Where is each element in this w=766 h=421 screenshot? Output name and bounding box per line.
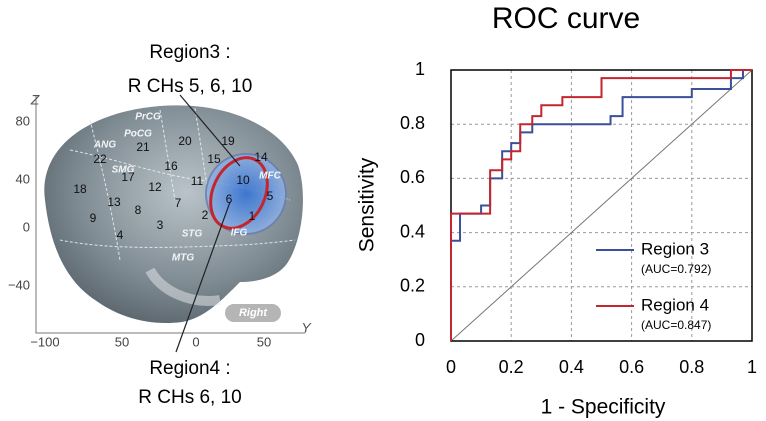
x-tick-label: 0.6 — [619, 357, 644, 377]
z-tick-label: 80 — [16, 113, 30, 128]
y-axis-label: Sensitivity — [356, 157, 379, 252]
x-tick-label: 0.2 — [499, 357, 524, 377]
region3-pointer — [179, 94, 241, 167]
legend-label: Region 4 — [641, 295, 709, 314]
channel-label: 20 — [178, 134, 192, 148]
y-tick-label: −100 — [30, 334, 59, 349]
channel-label: 9 — [90, 211, 97, 225]
view-badge — [225, 304, 281, 322]
y-axis-label: Y — [301, 320, 312, 336]
y-tick-label: 1 — [415, 59, 425, 79]
y-tick-label: 0.2 — [400, 276, 425, 296]
chart-title: ROC curve — [492, 2, 640, 35]
channel-label: 12 — [148, 180, 162, 194]
y-tick-label: 50 — [115, 334, 129, 349]
z-tick-label: 0 — [23, 219, 30, 234]
y-tick-label: 50 — [257, 334, 271, 349]
x-tick-label: 0.8 — [679, 357, 704, 377]
x-axis-label: 1 - Specificity — [541, 396, 666, 419]
x-tick-label: 1 — [747, 357, 757, 377]
channel-label: 2 — [202, 208, 209, 222]
channel-label: 15 — [207, 152, 221, 166]
region3-title: Region3 : — [149, 42, 230, 63]
brain-shade — [145, 267, 221, 306]
channel-label: 17 — [121, 170, 135, 184]
region4-title: Region4 : — [149, 358, 230, 379]
area-label: PrCG — [135, 112, 161, 123]
region4-channels: R CHs 6, 10 — [138, 387, 241, 408]
brain-labels: 80 40 0 −40 −100 50 0 50 PrCG PoCG ANG SMG MFC STG IFG… — [8, 112, 282, 350]
chance-line — [450, 69, 753, 342]
x-tick-label: 0 — [446, 357, 456, 377]
area-label: PoCG — [124, 129, 152, 140]
y-tick-label: 0.8 — [400, 113, 425, 133]
brain-panel: Right Z Y Region3 : R CHs 5, 6, 10 Regio… — [30, 42, 313, 408]
channel-label: 22 — [93, 152, 107, 166]
roc-plot: 0 0.2 0.4 0.6 0.8 1 0 0.2 0.4 0.6 0.8 1 Region 3 (AUC… — [400, 59, 757, 377]
view-label: Right — [239, 307, 268, 319]
area-label: MFC — [259, 171, 281, 182]
y-tick-label: 0.4 — [400, 221, 425, 241]
region3-channels: R CHs 5, 6, 10 — [128, 76, 253, 97]
region4-pointer — [175, 201, 231, 353]
legend-note: (AUC=0.792) — [641, 262, 711, 276]
legend-note: (AUC=0.847) — [641, 318, 711, 332]
y-tick-label: 0.6 — [400, 167, 425, 187]
z-axis-label: Z — [30, 92, 40, 108]
channel-label: 10 — [236, 173, 250, 187]
channel-label: 8 — [135, 203, 142, 217]
roc-curve — [450, 69, 752, 341]
z-tick-label: 40 — [16, 171, 30, 186]
z-tick-label: −40 — [8, 277, 30, 292]
channel-label: 19 — [221, 134, 235, 148]
area-label: ANG — [93, 140, 116, 151]
area-label: SMG — [112, 165, 135, 176]
channel-label: 3 — [157, 218, 164, 232]
channel-label: 7 — [175, 196, 182, 210]
area-label: MTG — [172, 253, 194, 264]
channel-label: 13 — [107, 195, 121, 209]
channel-label: 6 — [226, 192, 233, 206]
region4-outline — [209, 156, 269, 230]
y-tick-label: 0 — [192, 334, 199, 349]
legend-label: Region 3 — [641, 239, 709, 258]
area-label: STG — [182, 229, 203, 240]
x-tick-label: 0.4 — [559, 357, 584, 377]
channel-label: 16 — [164, 159, 178, 173]
channel-label: 5 — [267, 189, 274, 203]
plot-frame — [450, 69, 753, 342]
channel-label: 11 — [191, 174, 204, 188]
channel-label: 14 — [254, 150, 268, 164]
channel-label: 21 — [136, 140, 150, 154]
area-label: IFG — [231, 228, 248, 239]
brain-axes — [35, 95, 305, 334]
channel-label: 18 — [73, 182, 87, 196]
channel-label: 4 — [117, 228, 124, 242]
y-tick-label: 0 — [415, 330, 425, 350]
channel-label: 1 — [249, 209, 256, 223]
